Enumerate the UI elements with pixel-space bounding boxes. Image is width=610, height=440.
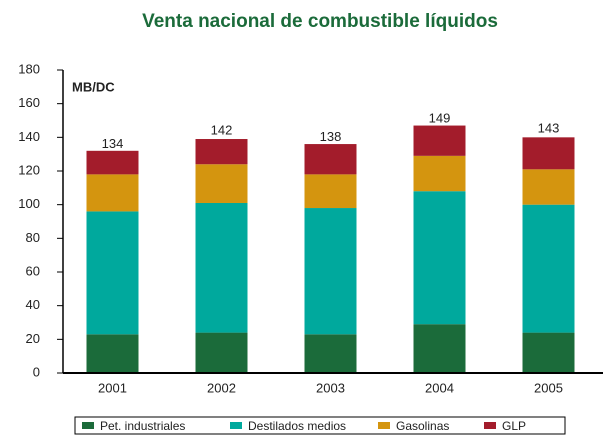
legend-label: Pet. industriales	[100, 419, 185, 433]
x-tick-label: 2004	[425, 380, 454, 395]
x-tick-label: 2002	[207, 380, 236, 395]
legend-swatch	[378, 422, 390, 429]
legend-swatch	[82, 422, 94, 429]
y-tick-label: 120	[18, 162, 40, 177]
bar-segment	[195, 332, 248, 373]
bar-segment	[86, 334, 139, 373]
bar-segment	[304, 334, 357, 373]
bar-segment	[86, 211, 139, 335]
bar-segment	[413, 155, 466, 192]
y-tick-label: 20	[26, 331, 40, 346]
legend-label: GLP	[502, 419, 526, 433]
total-label: 134	[102, 136, 124, 151]
y-tick-label: 100	[18, 196, 40, 211]
bar-segment	[86, 174, 139, 212]
legend-swatch	[230, 422, 242, 429]
bar-segment	[195, 202, 248, 333]
total-label: 149	[429, 111, 451, 126]
bar-segment	[304, 208, 357, 335]
bar-segment	[522, 204, 575, 333]
bar-segment	[304, 174, 357, 209]
legend-label: Gasolinas	[396, 419, 449, 433]
bar-segment	[304, 144, 357, 175]
y-tick-label: 60	[26, 263, 40, 278]
bar-segment	[413, 324, 466, 373]
y-axis-label: MB/DC	[72, 79, 115, 94]
x-tick-label: 2001	[98, 380, 127, 395]
bar-segment	[522, 332, 575, 373]
bar-segment	[522, 137, 575, 170]
y-tick-label: 140	[18, 129, 40, 144]
bar-segment	[86, 150, 139, 175]
total-label: 138	[320, 129, 342, 144]
total-label: 143	[538, 121, 560, 136]
legend-box	[74, 416, 566, 435]
y-tick-label: 80	[26, 230, 40, 245]
bar-segment	[195, 164, 248, 203]
legend-swatch	[484, 422, 496, 429]
bar-segment	[522, 169, 575, 205]
legend-label: Destilados medios	[248, 419, 346, 433]
y-tick-label: 0	[33, 364, 40, 379]
bar-segment	[195, 139, 248, 165]
chart-title: Venta nacional de combustible líquidos	[142, 11, 498, 32]
total-label: 142	[211, 122, 233, 137]
y-tick-label: 180	[18, 61, 40, 76]
x-tick-label: 2005	[534, 380, 563, 395]
bar-segment	[413, 125, 466, 156]
x-tick-label: 2003	[316, 380, 345, 395]
bar-segment	[413, 191, 466, 325]
y-tick-label: 40	[26, 297, 40, 312]
y-tick-label: 160	[18, 95, 40, 110]
